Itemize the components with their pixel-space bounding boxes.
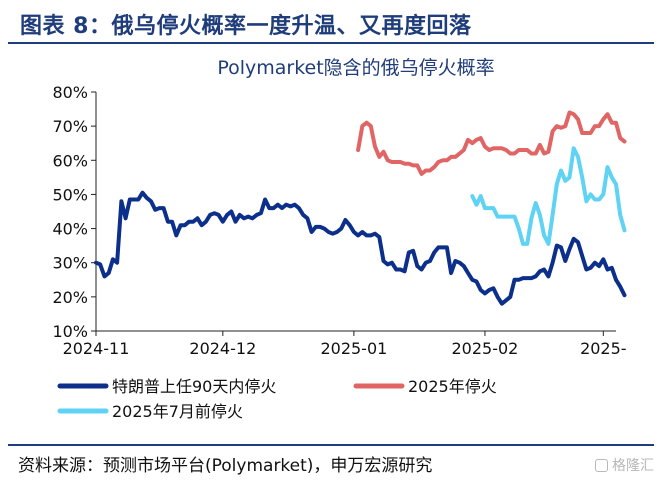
x-tick-label: 2025- (580, 339, 627, 358)
y-tick-label: 70% (52, 117, 88, 136)
watermark-logo-icon (595, 459, 608, 472)
series-line-1 (94, 190, 627, 306)
y-tick-label: 60% (52, 151, 88, 170)
legend-label-3: 2025年7月前停火 (112, 402, 243, 421)
watermark: 格隆汇 (595, 455, 654, 475)
series-line-2 (356, 110, 627, 176)
y-tick-label: 20% (52, 288, 88, 307)
legend-label-2: 2025年停火 (408, 377, 497, 396)
figure-header: 图表 8：俄乌停火概率一度升温、又再度回落 (0, 0, 662, 44)
y-tick-label: 30% (52, 254, 88, 273)
watermark-text: 格隆汇 (612, 458, 654, 474)
figure-title: 图表 8：俄乌停火概率一度升温、又再度回落 (20, 14, 472, 39)
y-tick-label: 10% (52, 322, 88, 341)
legend-label-1: 特朗普上任90天内停火 (112, 377, 276, 396)
x-tick-label: 2025-01 (320, 339, 387, 358)
y-tick-label: 80% (52, 83, 88, 102)
y-tick-label: 50% (52, 185, 88, 204)
chart-title: Polymarket隐含的俄乌停火概率 (217, 57, 494, 79)
title-rule (8, 42, 654, 44)
x-tick-label: 2024-12 (189, 339, 256, 358)
source-note: 资料来源：预测市场平台(Polymarket)，申万宏源研究 (18, 456, 433, 476)
series-line-3 (470, 146, 627, 246)
x-tick-label: 2024-11 (63, 339, 130, 358)
x-tick-label: 2025-02 (452, 339, 519, 358)
source-rule (8, 444, 654, 446)
chart: Polymarket隐含的俄乌停火概率 10% 20% 30% 40% 50% 60% 70%… (52, 57, 627, 421)
y-tick-label: 40% (52, 220, 88, 239)
